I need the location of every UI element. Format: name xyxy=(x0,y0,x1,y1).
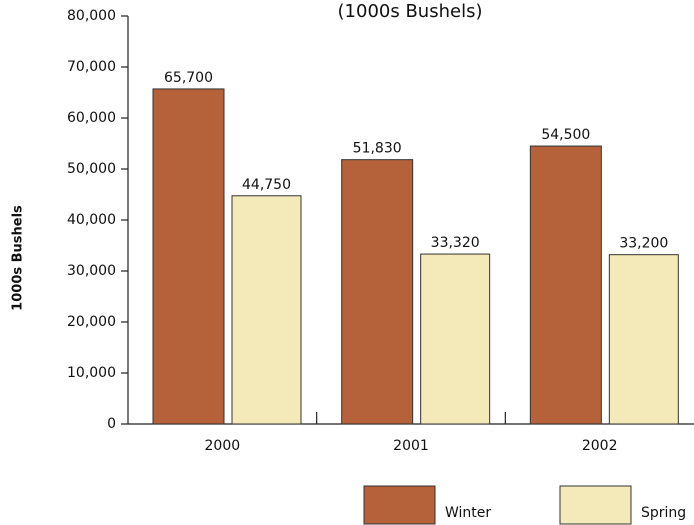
legend-swatch xyxy=(559,485,632,525)
x-tick-label: 2001 xyxy=(393,438,429,454)
value-label: 33,200 xyxy=(619,236,668,252)
value-label: 65,700 xyxy=(164,70,213,86)
y-tick-label: 0 xyxy=(107,416,116,432)
bar xyxy=(341,159,414,425)
value-label: 54,500 xyxy=(541,127,590,143)
legend-swatch xyxy=(363,485,436,525)
y-tick-label: 30,000 xyxy=(67,263,116,279)
x-tick-label: 2000 xyxy=(205,438,241,454)
chart-title: (1000s Bushels) xyxy=(338,1,483,22)
y-tick-label: 20,000 xyxy=(67,314,116,330)
value-label: 33,320 xyxy=(431,235,480,251)
legend-label: Winter xyxy=(445,505,491,521)
y-tick-label: 80,000 xyxy=(67,8,116,24)
y-tick-label: 60,000 xyxy=(67,110,116,126)
y-tick-label: 50,000 xyxy=(67,161,116,177)
value-label: 51,830 xyxy=(353,141,402,157)
bar xyxy=(152,88,225,425)
y-tick-label: 40,000 xyxy=(67,212,116,228)
y-axis-title: 1000s Bushels xyxy=(11,205,26,311)
bar xyxy=(608,254,679,425)
bar xyxy=(231,195,302,425)
value-label: 44,750 xyxy=(242,177,291,193)
bar xyxy=(420,253,491,425)
y-tick-label: 70,000 xyxy=(67,59,116,75)
x-tick-label: 2002 xyxy=(582,438,618,454)
legend-label: Spring xyxy=(641,505,686,521)
y-tick-label: 10,000 xyxy=(67,365,116,381)
bar xyxy=(529,145,602,425)
